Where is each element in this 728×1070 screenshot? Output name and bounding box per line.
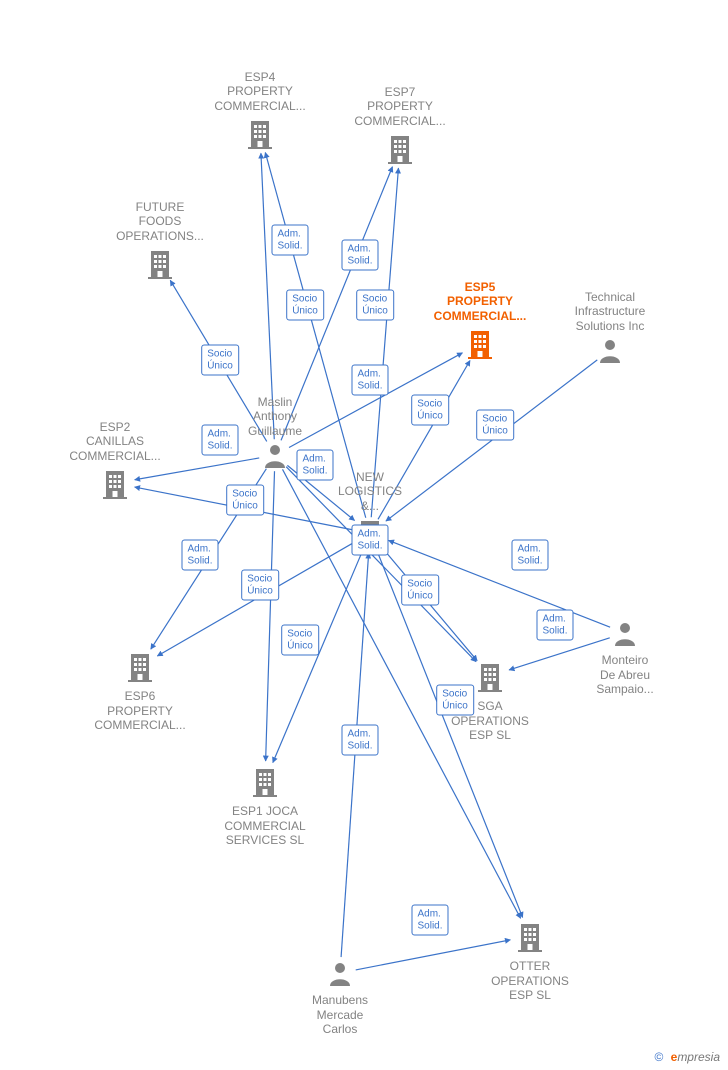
edge-label: Socio Único <box>281 625 319 656</box>
node-esp1[interactable]: ESP1 JOCACOMMERCIALSERVICES SL <box>205 765 325 848</box>
edge-label: Adm. Solid. <box>296 450 333 481</box>
node-label: TechnicalInfrastructureSolutions Inc <box>550 290 670 333</box>
node-label: OTTEROPERATIONSESP SL <box>470 959 590 1002</box>
node-esp7[interactable]: ESP7PROPERTYCOMMERCIAL... <box>340 85 460 168</box>
edge-label: Socio Único <box>226 485 264 516</box>
person-icon <box>550 337 670 366</box>
node-label: ESP2CANILLASCOMMERCIAL... <box>55 420 175 463</box>
edge-label: Adm. Solid. <box>351 525 388 556</box>
building-icon <box>205 765 325 800</box>
edge-label: Adm. Solid. <box>536 610 573 641</box>
edge-label: Socio Único <box>476 410 514 441</box>
node-tech[interactable]: TechnicalInfrastructureSolutions Inc <box>550 290 670 367</box>
edge-label: Socio Único <box>201 345 239 376</box>
node-otter[interactable]: OTTEROPERATIONSESP SL <box>470 920 590 1003</box>
watermark: © empresia <box>654 1050 720 1064</box>
building-icon <box>200 117 320 152</box>
edge-label: Socio Único <box>356 290 394 321</box>
node-label: FUTUREFOODSOPERATIONS... <box>100 200 220 243</box>
building-icon <box>340 132 460 167</box>
edge-label: Adm. Solid. <box>511 540 548 571</box>
node-manu[interactable]: ManubensMercadeCarlos <box>280 960 400 1037</box>
copyright-symbol: © <box>654 1050 663 1064</box>
edge-label: Adm. Solid. <box>271 225 308 256</box>
building-icon <box>55 467 175 502</box>
node-label: ESP1 JOCACOMMERCIALSERVICES SL <box>205 804 325 847</box>
node-label: ESP6PROPERTYCOMMERCIAL... <box>80 689 200 732</box>
edge-label: Adm. Solid. <box>201 425 238 456</box>
edge-label: Socio Único <box>411 395 449 426</box>
node-label: ManubensMercadeCarlos <box>280 993 400 1036</box>
edge-label: Socio Único <box>241 570 279 601</box>
edge-label: Adm. Solid. <box>181 540 218 571</box>
edge-label: Adm. Solid. <box>351 365 388 396</box>
edge-label: Socio Único <box>401 575 439 606</box>
edge-label: Adm. Solid. <box>411 905 448 936</box>
node-future[interactable]: FUTUREFOODSOPERATIONS... <box>100 200 220 283</box>
node-esp4[interactable]: ESP4PROPERTYCOMMERCIAL... <box>200 70 320 153</box>
edge-label: Socio Único <box>286 290 324 321</box>
brand-rest: mpresia <box>677 1050 720 1064</box>
edge-maslin-esp1 <box>266 471 275 761</box>
node-esp2[interactable]: ESP2CANILLASCOMMERCIAL... <box>55 420 175 503</box>
node-label: ESP5PROPERTYCOMMERCIAL... <box>420 280 540 323</box>
building-icon <box>80 650 200 685</box>
node-esp6[interactable]: ESP6PROPERTYCOMMERCIAL... <box>80 650 200 733</box>
node-label: MonteiroDe AbreuSampaio... <box>565 653 685 696</box>
edge-label: Adm. Solid. <box>341 240 378 271</box>
person-icon <box>565 620 685 649</box>
edge-label: Socio Único <box>436 685 474 716</box>
person-icon <box>280 960 400 989</box>
node-esp5[interactable]: ESP5PROPERTYCOMMERCIAL... <box>420 280 540 363</box>
node-label: ESP4PROPERTYCOMMERCIAL... <box>200 70 320 113</box>
node-monte[interactable]: MonteiroDe AbreuSampaio... <box>565 620 685 697</box>
edge-newlog-esp7 <box>371 168 398 517</box>
building-icon <box>420 327 540 362</box>
building-icon <box>100 247 220 282</box>
edge-label: Adm. Solid. <box>341 725 378 756</box>
building-icon <box>470 920 590 955</box>
node-label: ESP7PROPERTYCOMMERCIAL... <box>340 85 460 128</box>
